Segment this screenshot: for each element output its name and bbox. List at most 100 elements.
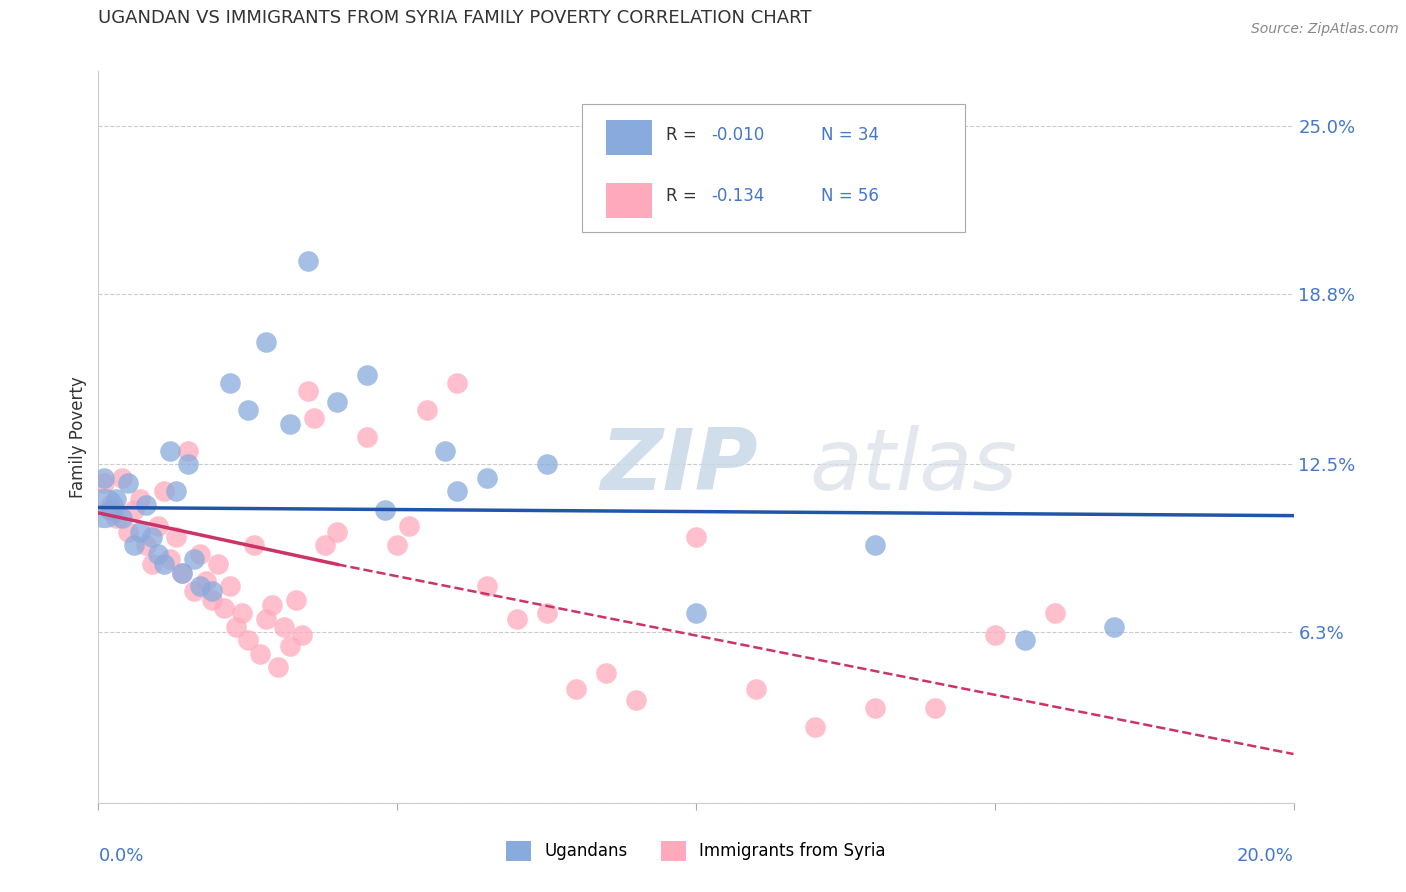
Point <box>267 660 290 674</box>
Point <box>446 484 468 499</box>
Point <box>177 443 200 458</box>
Point <box>141 530 163 544</box>
Point <box>260 598 283 612</box>
Point <box>201 592 224 607</box>
Point <box>93 471 115 485</box>
Point <box>291 628 314 642</box>
Point <box>153 558 176 572</box>
Point <box>236 403 259 417</box>
Point <box>273 620 295 634</box>
Point <box>278 417 301 431</box>
Point <box>326 524 349 539</box>
Point <box>98 503 122 517</box>
Point <box>93 500 115 515</box>
Text: UGANDAN VS IMMIGRANTS FROM SYRIA FAMILY POVERTY CORRELATION CHART: UGANDAN VS IMMIGRANTS FROM SYRIA FAMILY … <box>98 10 811 28</box>
Bar <box>606 183 652 218</box>
Point <box>434 443 457 458</box>
Point <box>124 538 146 552</box>
Point <box>159 443 181 458</box>
Point <box>172 566 194 580</box>
Text: -0.010: -0.010 <box>711 126 765 145</box>
Point <box>172 566 194 580</box>
Point <box>183 584 205 599</box>
Point <box>1043 606 1066 620</box>
Point <box>225 620 247 634</box>
Point <box>236 633 259 648</box>
Point <box>1104 620 1126 634</box>
Y-axis label: Family Poverty: Family Poverty <box>69 376 87 498</box>
Point <box>188 579 211 593</box>
Point <box>207 558 229 572</box>
Point <box>141 558 163 572</box>
Text: R =: R = <box>666 187 702 205</box>
Point <box>1014 633 1036 648</box>
Point <box>219 579 242 593</box>
Point <box>165 530 187 544</box>
Point <box>356 368 378 382</box>
Text: Source: ZipAtlas.com: Source: ZipAtlas.com <box>1251 22 1399 37</box>
Point <box>219 376 242 390</box>
Point <box>326 395 349 409</box>
Point <box>745 681 768 696</box>
Text: ZIP: ZIP <box>600 425 758 508</box>
Point <box>865 701 887 715</box>
Text: 0.0%: 0.0% <box>98 847 143 864</box>
Point <box>984 628 1007 642</box>
Point <box>148 547 170 561</box>
Point <box>254 611 277 625</box>
Point <box>249 647 271 661</box>
Point <box>446 376 468 390</box>
Text: atlas: atlas <box>810 425 1018 508</box>
Point <box>398 519 420 533</box>
Point <box>135 538 157 552</box>
Point <box>356 430 378 444</box>
Point <box>416 403 439 417</box>
Point <box>183 552 205 566</box>
Point <box>536 606 558 620</box>
Point <box>685 530 707 544</box>
Point <box>105 511 128 525</box>
Text: -0.134: -0.134 <box>711 187 765 205</box>
Point <box>315 538 337 552</box>
Point <box>924 701 946 715</box>
Point <box>385 538 409 552</box>
Point <box>254 335 277 350</box>
Text: R =: R = <box>666 126 702 145</box>
Point <box>117 476 139 491</box>
Point <box>129 492 152 507</box>
Point <box>111 511 134 525</box>
Point <box>188 547 211 561</box>
Point <box>284 592 307 607</box>
Point <box>159 552 181 566</box>
Point <box>98 498 122 512</box>
Text: N = 56: N = 56 <box>821 187 879 205</box>
Point <box>626 693 648 707</box>
Point <box>231 606 253 620</box>
Text: 20.0%: 20.0% <box>1237 847 1294 864</box>
Point <box>565 681 588 696</box>
Point <box>195 574 218 588</box>
FancyBboxPatch shape <box>582 104 965 232</box>
Point <box>93 476 115 491</box>
Legend: Ugandans, Immigrants from Syria: Ugandans, Immigrants from Syria <box>499 834 893 868</box>
Point <box>165 484 187 499</box>
Point <box>595 665 617 680</box>
Point <box>475 579 498 593</box>
Point <box>374 503 396 517</box>
Point <box>506 611 529 625</box>
Point <box>153 484 176 499</box>
Point <box>302 411 325 425</box>
Point <box>129 524 152 539</box>
Point <box>111 471 134 485</box>
Point <box>243 538 266 552</box>
Point <box>105 492 128 507</box>
Point <box>297 384 319 398</box>
Point <box>865 538 887 552</box>
Point <box>804 720 827 734</box>
Point <box>124 503 146 517</box>
Point <box>148 519 170 533</box>
Point <box>177 457 200 471</box>
Point <box>685 606 707 620</box>
Text: N = 34: N = 34 <box>821 126 880 145</box>
Point <box>201 584 224 599</box>
